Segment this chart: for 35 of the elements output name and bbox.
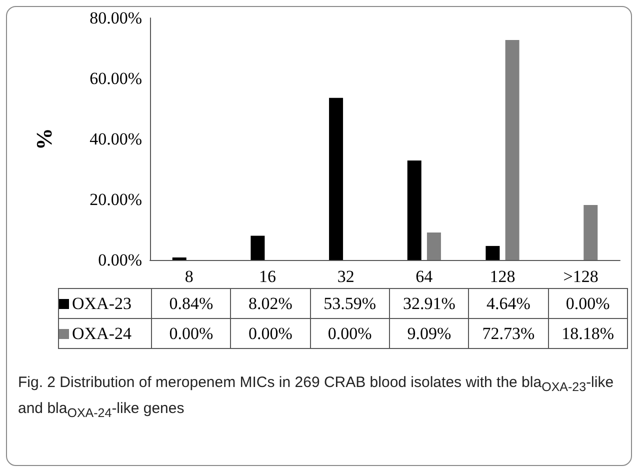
bar bbox=[584, 205, 598, 260]
bar bbox=[407, 160, 422, 260]
y-tick-label: 80.00% bbox=[90, 8, 142, 28]
data-label: 9.09% bbox=[389, 318, 469, 348]
legend-label: OXA-23 bbox=[58, 288, 152, 318]
data-label: 53.59% bbox=[310, 288, 390, 318]
y-tick-label: 20.00% bbox=[90, 190, 142, 209]
x-tick-label: 16 bbox=[259, 267, 276, 286]
y-tick-label: 40.00% bbox=[90, 130, 142, 148]
x-tick-label: 128 bbox=[490, 267, 516, 286]
bar bbox=[329, 98, 344, 260]
x-tick-label: 64 bbox=[416, 267, 434, 286]
y-tick-label: 60.00% bbox=[90, 69, 142, 88]
y-axis-title: % bbox=[32, 128, 56, 150]
data-label: 4.64% bbox=[468, 288, 548, 318]
data-label: 0.00% bbox=[548, 288, 628, 318]
bar bbox=[250, 236, 265, 260]
data-label: 72.73% bbox=[468, 318, 548, 348]
bar bbox=[486, 246, 500, 260]
data-label: 18.18% bbox=[548, 318, 628, 348]
data-label: 32.91% bbox=[389, 288, 469, 318]
data-label: 8.02% bbox=[230, 288, 310, 318]
bar bbox=[505, 40, 520, 260]
text: Fig. 2 Distribution of meropenem MICs in 269 CRAB blood isolates with the bla$_{OXA-23}$-like and bla$_{OXA-24}$-like genes bbox=[18, 374, 614, 420]
x-tick-label: 8 bbox=[184, 267, 194, 286]
bar bbox=[426, 232, 441, 260]
y-tick-label: 0.00% bbox=[98, 250, 142, 270]
data-label: 0.84% bbox=[152, 288, 231, 318]
legend-label: OXA-24 bbox=[58, 318, 152, 348]
x-tick-label: >128 bbox=[563, 267, 598, 286]
data-label: 0.00% bbox=[230, 318, 310, 348]
data-label: 0.00% bbox=[310, 318, 390, 348]
bar bbox=[172, 257, 186, 260]
x-tick-label: 32 bbox=[337, 267, 354, 286]
data-label: 0.00% bbox=[152, 318, 231, 348]
